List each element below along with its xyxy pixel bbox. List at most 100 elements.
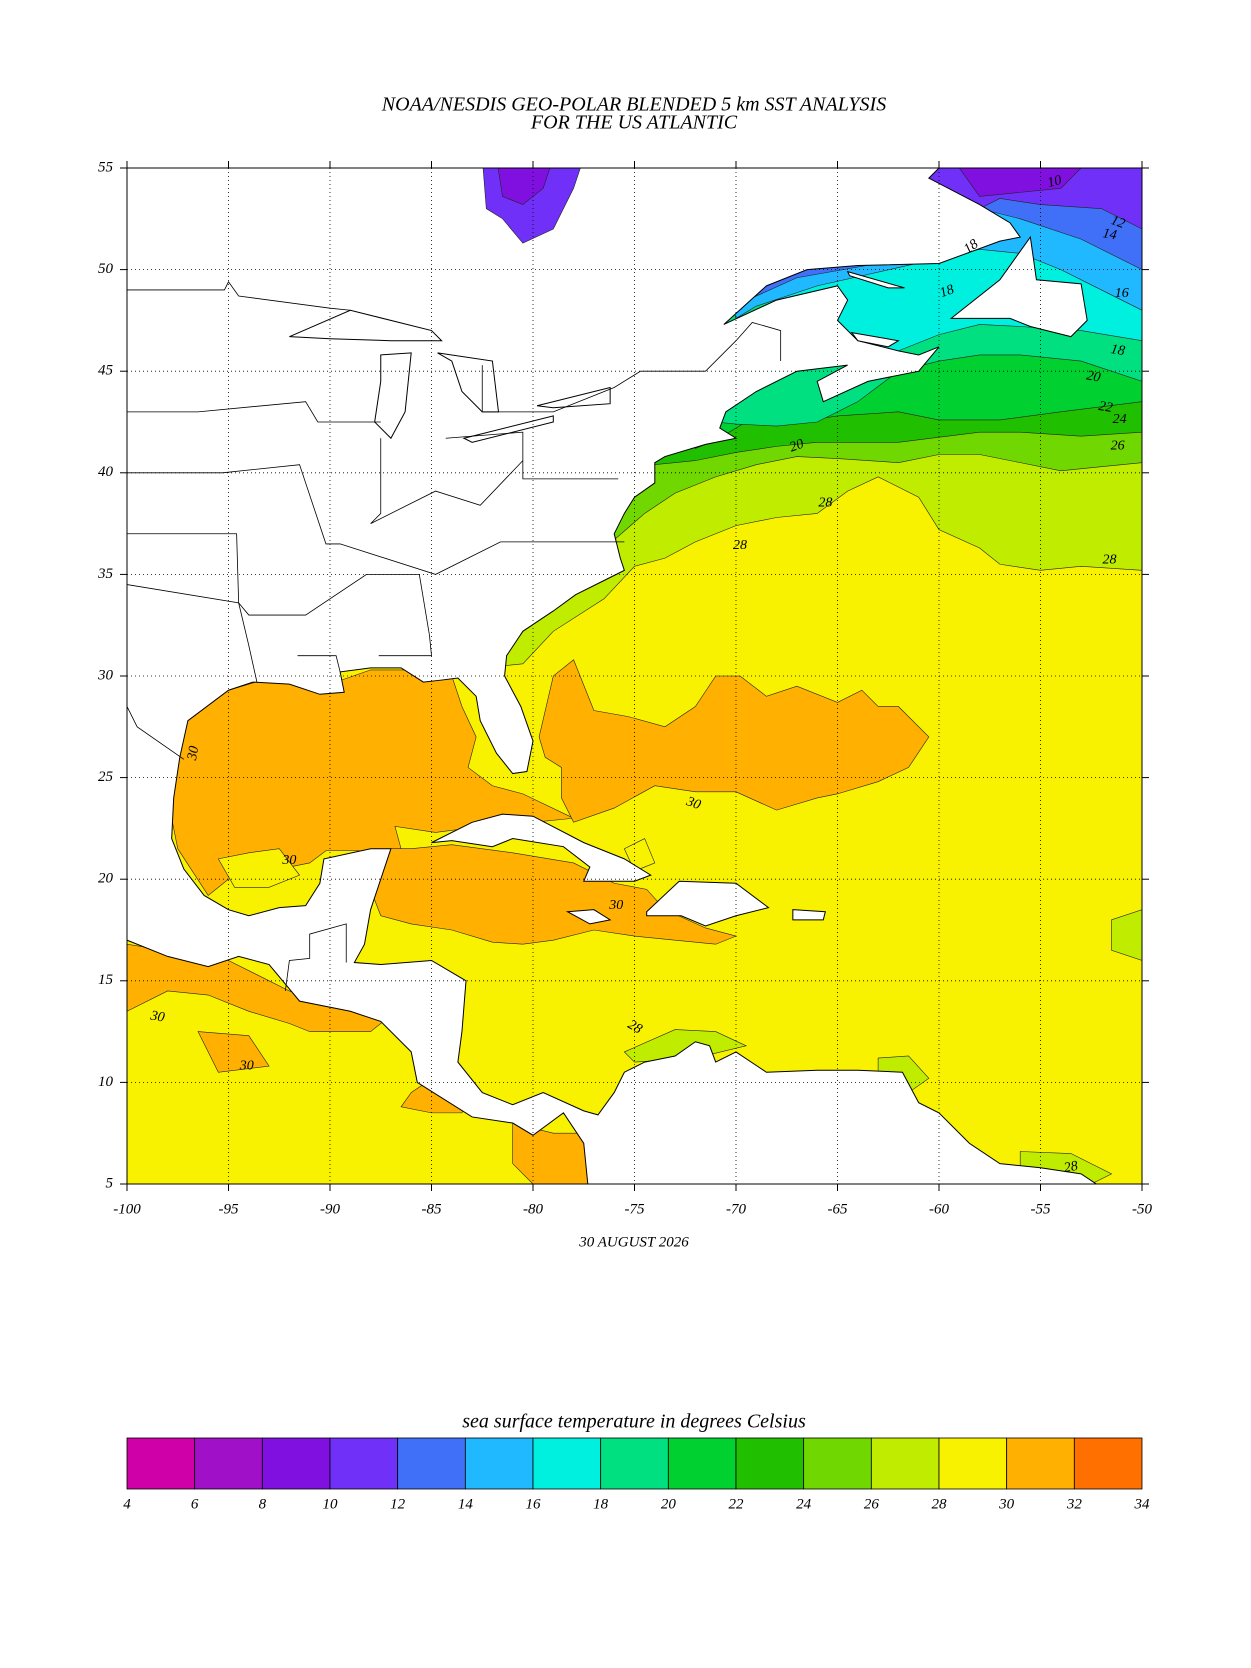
island [432, 814, 651, 881]
contour-labels: 1012141618181820222426202828283030303030… [148, 173, 1128, 1176]
contour-label: 18 [1109, 342, 1125, 359]
contour-label: 28 [818, 495, 832, 510]
sea-zone [218, 849, 299, 888]
colorbar-swatch [803, 1437, 872, 1490]
colorbar-tick-label: 34 [1134, 1496, 1151, 1512]
colorbar-swatch [261, 1437, 331, 1490]
island [852, 333, 899, 347]
border [446, 432, 619, 479]
grid [127, 168, 1142, 1184]
sea-zone [1112, 910, 1142, 961]
colorbar-swatch [870, 1437, 940, 1490]
contour-label: 18 [938, 282, 956, 301]
x-tick-label: -65 [828, 1201, 848, 1217]
contour-label: 24 [1113, 412, 1127, 427]
island [568, 910, 611, 924]
border [371, 438, 523, 523]
contour-label: 26 [1111, 439, 1125, 454]
contour-label: 16 [1115, 286, 1129, 301]
colorbar-swatch [938, 1437, 1008, 1490]
sea-zone [959, 168, 1081, 196]
colorbar-swatch [532, 1437, 602, 1490]
sea-zone [624, 1030, 746, 1063]
contour-label: 28 [625, 1017, 645, 1037]
colorbar-tick-label: 6 [191, 1496, 199, 1512]
island [848, 272, 905, 288]
contour-label: 30 [239, 1058, 254, 1073]
colorbar-swatch [126, 1437, 196, 1490]
y-tick-label: 20 [98, 871, 114, 887]
colorbar-tick-label: 20 [661, 1496, 677, 1512]
colorbar-tick-label: 16 [526, 1496, 542, 1512]
colorbar-swatch [464, 1437, 534, 1490]
border [127, 402, 381, 422]
border [285, 924, 346, 991]
sea-zone [1020, 1151, 1111, 1184]
colorbar-tick-label: 14 [458, 1496, 474, 1512]
x-tick-label: -95 [219, 1201, 239, 1217]
contour-label: 14 [1101, 226, 1117, 243]
colorbar-tick-label: 26 [864, 1496, 880, 1512]
axes: -100 -95 -90 -85 -80 -75 -70 -65 -60 -55 -50 5 10 15 2… [97, 159, 1152, 1217]
y-tick-label: 30 [97, 667, 114, 683]
colorbar-label: sea surface temperature in degrees Celsi… [462, 1411, 806, 1433]
contour-label: 28 [733, 538, 747, 553]
x-tick-label: -80 [523, 1201, 543, 1217]
x-tick-label: -70 [726, 1201, 746, 1217]
colorbar-swatch [329, 1437, 399, 1490]
y-tick-label: 15 [98, 972, 114, 988]
border [127, 534, 432, 656]
contour-label: 10 [1046, 173, 1063, 191]
contour-label: 20 [1085, 368, 1101, 385]
colorbar-tick-label: 28 [932, 1496, 948, 1512]
colorbar-tick-label: 32 [1066, 1496, 1083, 1512]
colorbar-tick-label: 22 [729, 1496, 745, 1512]
colorbar-tick-label: 24 [796, 1496, 812, 1512]
y-tick-label: 55 [98, 159, 114, 175]
y-tick-label: 40 [98, 464, 114, 480]
colorbar-tick-label: 30 [998, 1496, 1015, 1512]
border [127, 706, 184, 759]
contour-label: 30 [148, 1008, 165, 1025]
border [482, 322, 780, 411]
x-tick-label: -90 [320, 1201, 340, 1217]
sea-zone [371, 845, 736, 945]
contour-label: 28 [1103, 552, 1117, 567]
lake [375, 353, 412, 438]
colorbar-tick-label: 4 [123, 1496, 131, 1512]
contour-label: 20 [788, 437, 806, 456]
colorbar-tick-label: 18 [593, 1496, 609, 1512]
x-tick-label: -50 [1132, 1201, 1152, 1217]
y-tick-label: 25 [98, 769, 114, 785]
colorbar-swatch [735, 1437, 805, 1490]
contour-label: 30 [185, 745, 202, 762]
sea-zone [127, 944, 391, 1031]
colorbar-swatch [1006, 1437, 1075, 1490]
x-tick-label: -55 [1031, 1201, 1051, 1217]
y-tick-label: 50 [98, 261, 114, 277]
colorbar-tick-label: 10 [323, 1496, 339, 1512]
island [793, 910, 825, 920]
lake [464, 416, 553, 442]
island [647, 881, 769, 926]
contour-label: 28 [1063, 1159, 1079, 1176]
island [951, 237, 1087, 337]
x-tick-label: -60 [929, 1201, 949, 1217]
border [298, 656, 341, 672]
y-tick-label: 45 [98, 363, 114, 379]
colorbar-tick-label: 8 [259, 1496, 267, 1512]
contour-label: 30 [683, 794, 702, 813]
contour-label: 30 [281, 853, 296, 868]
contour-label: 22 [1097, 399, 1113, 416]
y-tick-label: 5 [106, 1175, 114, 1191]
subtitle: FOR THE US ATLANTIC [530, 112, 738, 134]
colorbar-swatch [397, 1437, 466, 1490]
y-tick-label: 10 [98, 1074, 114, 1090]
x-tick-label: -100 [113, 1201, 141, 1217]
border [127, 282, 350, 310]
colorbar: 4 6 8 10 12 14 16 18 20 22 24 26 28 30 32 34 [123, 1437, 1151, 1512]
contour-label: 12 [1109, 213, 1127, 232]
colorbar-swatch [600, 1437, 669, 1490]
y-tick-label: 35 [97, 566, 114, 582]
